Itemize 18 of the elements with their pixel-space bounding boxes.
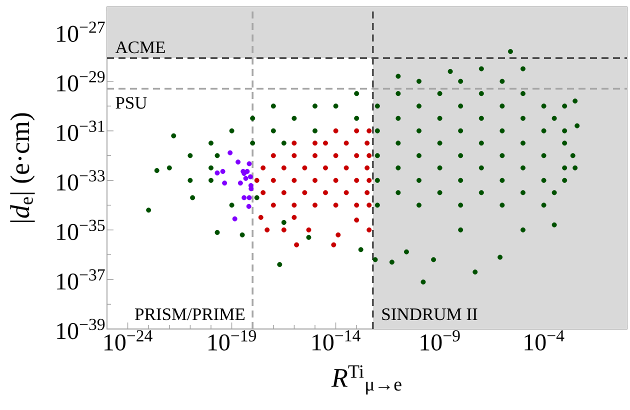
ref-line-label: SINDRUM II [382, 308, 478, 320]
y-tick-label: 10$^{−39}$ [57, 318, 105, 340]
y-axis-title: |d$_{e}$| (e·cm) [10, 113, 35, 222]
y-tick-label: 10$^{−33}$ [57, 170, 105, 191]
y-tick-label: 10$^{−29}$ [57, 71, 105, 92]
x-axis-title: R$^{Ti}$μ→e [331, 365, 402, 395]
y-tick-label: 10$^{−37}$ [57, 269, 105, 290]
x-tick-label: 10$^{−9}$ [420, 330, 460, 351]
ref-line-label: PSU [116, 96, 147, 109]
y-tick-label: 10$^{−35}$ [57, 220, 105, 240]
x-tick-label: 10$^{−24}$ [104, 330, 152, 351]
ref-line-label: ACME [115, 41, 165, 54]
y-tick-label: 10$^{−31}$ [57, 120, 104, 142]
x-tick-label: 10$^{−14}$ [312, 330, 360, 351]
x-tick-label: 10$^{−19}$ [208, 330, 256, 351]
x-tick-label: 10$^{−4}$ [524, 330, 564, 350]
ref-line-label: PRISM/PRIME [135, 308, 245, 320]
y-tick-label: 10$^{−27}$ [57, 22, 105, 42]
